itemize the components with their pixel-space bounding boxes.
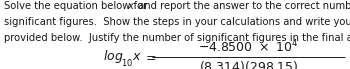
Text: $\mathregular{10}$: $\mathregular{10}$ [121, 57, 133, 68]
Text: $-4.8500\ \times\ 10^{4}$: $-4.8500\ \times\ 10^{4}$ [198, 39, 299, 55]
Text: significant figures.  Show the steps in your calculations and write your answer : significant figures. Show the steps in y… [4, 17, 350, 27]
Text: and report the answer to the correct number of: and report the answer to the correct num… [135, 1, 350, 11]
Text: x: x [128, 1, 134, 11]
Text: $\mathit{x}$: $\mathit{x}$ [132, 50, 142, 63]
Text: Solve the equation below for: Solve the equation below for [4, 1, 150, 11]
Text: $=$: $=$ [143, 50, 156, 63]
Text: provided below.  Justify the number of significant figures in the final answer.: provided below. Justify the number of si… [4, 33, 350, 43]
Text: $\mathit{log}$: $\mathit{log}$ [103, 48, 124, 65]
Text: $(8.314)(298.15)$: $(8.314)(298.15)$ [199, 59, 298, 69]
